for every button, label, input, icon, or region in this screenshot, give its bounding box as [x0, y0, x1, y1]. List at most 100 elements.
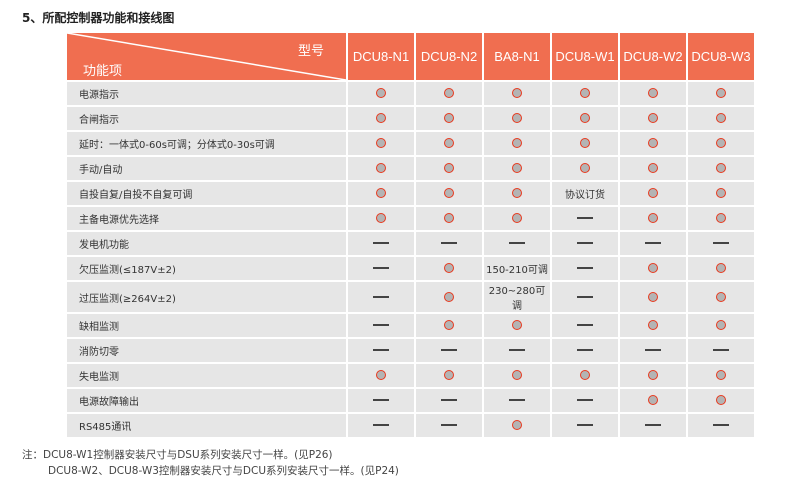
circle-icon	[376, 213, 386, 223]
value-cell	[484, 107, 550, 130]
model-header: DCU8-W1	[552, 33, 618, 80]
value-cell	[620, 82, 686, 105]
value-cell	[688, 207, 754, 230]
function-cell: 欠压监测(≤187V±2)	[67, 257, 346, 280]
circle-icon	[444, 188, 454, 198]
value-cell	[348, 182, 414, 205]
circle-icon	[376, 163, 386, 173]
value-cell	[620, 132, 686, 155]
value-cell	[416, 282, 482, 312]
circle-icon	[716, 370, 726, 380]
function-cell: 主备电源优先选择	[67, 207, 346, 230]
circle-icon	[716, 291, 726, 302]
dash-icon	[577, 267, 593, 269]
dash-icon	[577, 399, 593, 401]
dash-icon	[577, 242, 593, 244]
value-cell	[688, 82, 754, 105]
circle-icon	[648, 88, 658, 98]
value-cell	[416, 207, 482, 230]
corner-header: 型号 功能项	[67, 33, 346, 80]
value-cell	[552, 257, 618, 280]
value-cell	[688, 314, 754, 337]
circle-icon	[716, 213, 726, 223]
table-row: 主备电源优先选择	[67, 207, 754, 230]
value-cell	[688, 282, 754, 312]
value-cell	[416, 414, 482, 437]
circle-icon	[648, 213, 658, 223]
circle-icon	[580, 113, 590, 123]
value-cell	[348, 232, 414, 255]
value-cell	[348, 414, 414, 437]
value-cell	[416, 339, 482, 362]
value-cell	[620, 257, 686, 280]
function-cell: 延时：一体式0-60s可调；分体式0-30s可调	[67, 132, 346, 155]
value-cell	[348, 257, 414, 280]
value-cell	[484, 182, 550, 205]
value-cell	[552, 132, 618, 155]
value-cell	[552, 157, 618, 180]
value-cell	[688, 157, 754, 180]
dash-icon	[645, 424, 661, 426]
circle-icon	[580, 370, 590, 380]
dash-icon	[577, 324, 593, 326]
function-cell: RS485通讯	[67, 414, 346, 437]
value-cell	[620, 107, 686, 130]
note-2: DCU8-W2、DCU8-W3控制器安装尺寸与DCU系列安装尺寸一样。(见P24…	[48, 465, 399, 477]
value-text: 协议订货	[565, 190, 605, 201]
value-cell	[416, 157, 482, 180]
function-cell: 电源故障输出	[67, 389, 346, 412]
circle-icon	[716, 320, 726, 330]
circle-icon	[376, 188, 386, 198]
value-cell	[620, 339, 686, 362]
diagonal-line	[67, 33, 346, 80]
circle-icon	[444, 370, 454, 380]
value-cell	[348, 207, 414, 230]
model-header: DCU8-N2	[416, 33, 482, 80]
circle-icon	[444, 213, 454, 223]
table-row: 电源指示	[67, 82, 754, 105]
value-cell	[552, 314, 618, 337]
table-row: 合闸指示	[67, 107, 754, 130]
dash-icon	[713, 349, 729, 351]
dash-icon	[509, 399, 525, 401]
circle-icon	[444, 291, 454, 302]
value-cell	[416, 257, 482, 280]
dash-icon	[509, 349, 525, 351]
table-row: 欠压监测(≤187V±2) 150-210可调	[67, 257, 754, 280]
value-cell	[484, 339, 550, 362]
circle-icon	[580, 163, 590, 173]
dash-icon	[373, 267, 389, 269]
value-cell	[620, 207, 686, 230]
circle-icon	[648, 163, 658, 173]
dash-icon	[373, 349, 389, 351]
function-cell: 消防切零	[67, 339, 346, 362]
value-cell	[688, 232, 754, 255]
model-header: DCU8-W3	[688, 33, 754, 80]
value-cell	[688, 257, 754, 280]
value-cell	[416, 132, 482, 155]
circle-icon	[512, 188, 522, 198]
circle-icon	[444, 320, 454, 330]
value-cell	[620, 182, 686, 205]
table-row: 消防切零	[67, 339, 754, 362]
circle-icon	[512, 370, 522, 380]
value-cell	[620, 414, 686, 437]
circle-icon	[444, 113, 454, 123]
dash-icon	[509, 242, 525, 244]
value-cell	[552, 364, 618, 387]
function-cell: 手动/自动	[67, 157, 346, 180]
function-cell: 失电监测	[67, 364, 346, 387]
circle-icon	[716, 188, 726, 198]
circle-icon	[512, 213, 522, 223]
circle-icon	[648, 370, 658, 380]
value-cell	[620, 364, 686, 387]
section-title: 5、所配控制器功能和接线图	[22, 11, 175, 25]
function-label: 功能项	[83, 63, 123, 78]
value-cell	[552, 282, 618, 312]
table-row: 缺相监测	[67, 314, 754, 337]
circle-icon	[512, 163, 522, 173]
circle-icon	[376, 88, 386, 98]
dash-icon	[645, 349, 661, 351]
value-cell	[348, 364, 414, 387]
value-cell	[484, 207, 550, 230]
